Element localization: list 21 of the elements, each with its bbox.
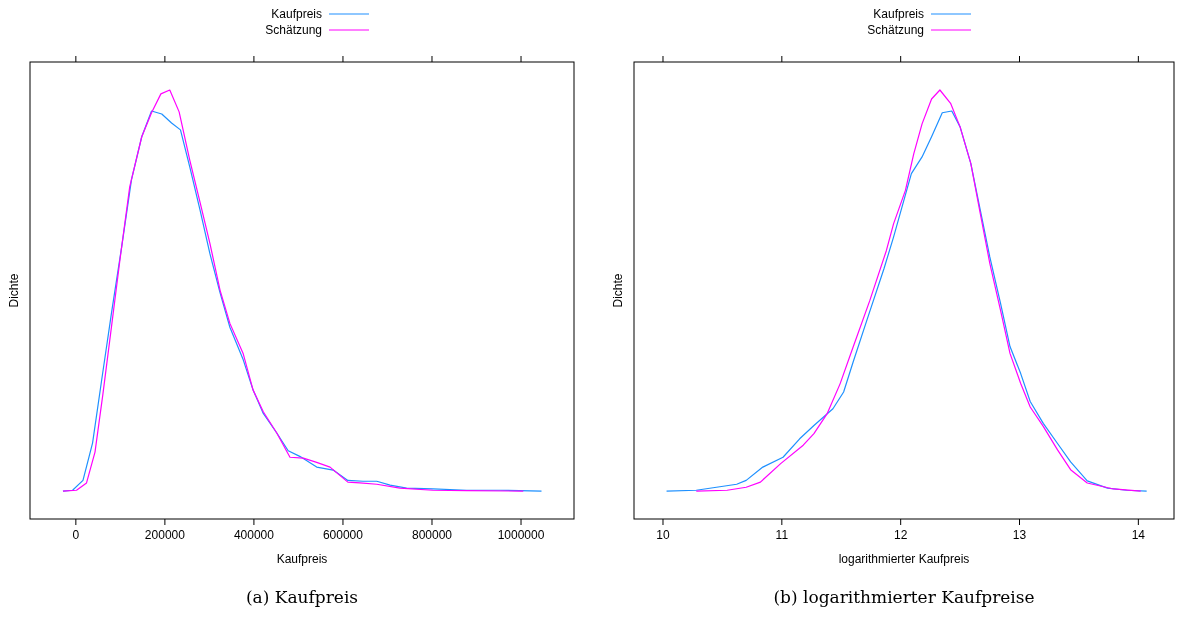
x-tick-label: 10 — [656, 528, 670, 542]
legend-label: Schätzung — [265, 23, 322, 37]
y-axis-title: Dichte — [611, 273, 625, 308]
x-tick-label: 800000 — [411, 528, 453, 542]
text: (a) Kaufpreis — [245, 587, 359, 607]
x-tick-label: 400000 — [233, 528, 275, 542]
x-tick-label: 14 — [1131, 528, 1146, 542]
x-tick-label: 11 — [775, 528, 789, 542]
x-tick-label: 0 — [72, 528, 80, 542]
x-axis-title: logarithmierter Kaufpreis — [838, 552, 970, 566]
x-axis-title: Kaufpreis — [276, 552, 328, 566]
x-tick-label: 13 — [1012, 528, 1027, 542]
legend-label: Kaufpreis — [271, 7, 322, 21]
y-axis-title: Dichte — [7, 273, 21, 308]
x-tick-label: 600000 — [322, 528, 364, 542]
x-tick-label: 12 — [893, 528, 908, 542]
legend-label: Schätzung — [867, 23, 924, 37]
x-tick-label: 200000 — [144, 528, 186, 542]
text: (b) logarithmierter Kaufpreise — [773, 587, 1035, 607]
legend-label: Kaufpreis — [873, 7, 924, 21]
x-tick-label: 1000000 — [497, 528, 545, 542]
